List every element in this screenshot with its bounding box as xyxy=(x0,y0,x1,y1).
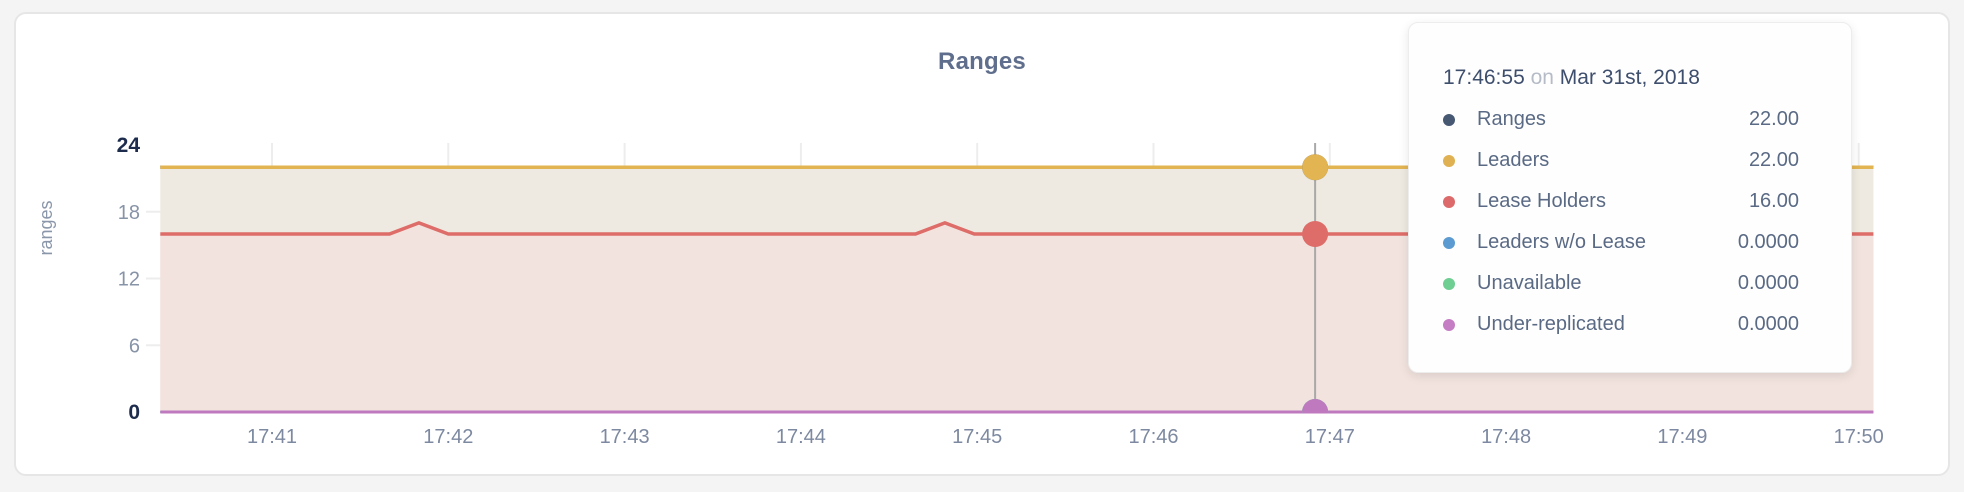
legend-label: Unavailable xyxy=(1477,272,1582,294)
legend-dot-leaders-w-o-lease xyxy=(1443,236,1455,249)
x-tick-label: 17:49 xyxy=(1657,426,1707,448)
tooltip-connector: on xyxy=(1530,66,1554,89)
legend-value: 0.0000 xyxy=(1737,272,1799,294)
legend-label: Ranges xyxy=(1477,108,1546,130)
y-tick-label: 0 xyxy=(128,401,140,424)
x-tick-label: 17:47 xyxy=(1305,426,1355,448)
x-tick-label: 17:46 xyxy=(1128,426,1178,448)
x-tick-label: 17:48 xyxy=(1481,426,1531,448)
tooltip-row: Ranges 22.00 xyxy=(1443,99,1799,140)
hover-dot-under-replicated xyxy=(1302,399,1329,414)
series-line-lease-holders xyxy=(160,221,1874,236)
legend-dot-ranges xyxy=(1443,113,1455,126)
tooltip-row: Unavailable 0.0000 xyxy=(1443,263,1799,304)
hover-dot-lease-holders xyxy=(1302,221,1329,247)
chart-title: Ranges xyxy=(938,48,1026,75)
tooltip-row: Under-replicated 0.0000 xyxy=(1443,304,1799,345)
legend-dot-unavailable xyxy=(1443,277,1455,290)
legend-label: Lease Holders xyxy=(1477,190,1606,212)
legend-label: Leaders w/o Lease xyxy=(1477,231,1647,253)
tooltip-row: Leaders 22.00 xyxy=(1443,140,1799,181)
x-tick-label: 17:42 xyxy=(423,426,473,448)
x-tick-label: 17:44 xyxy=(776,426,826,448)
legend-value: 22.00 xyxy=(1748,149,1799,171)
legend-dot-lease-holders xyxy=(1443,195,1455,208)
legend-dot-under-replicated xyxy=(1443,318,1455,331)
legend-value: 16.00 xyxy=(1748,190,1799,212)
legend-label: Under-replicated xyxy=(1477,313,1625,335)
x-tick-label: 17:45 xyxy=(952,426,1002,448)
y-axis-label: ranges xyxy=(36,200,56,255)
x-tick-label: 17:50 xyxy=(1834,426,1884,448)
legend-value: 0.0000 xyxy=(1737,231,1799,253)
legend-dot-leaders xyxy=(1443,154,1455,167)
hover-dot-leaders xyxy=(1302,154,1329,181)
tooltip-legend: Ranges 22.00 Leaders 22.00 Lease Holders… xyxy=(1443,99,1799,345)
x-tick-label: 17:41 xyxy=(247,426,297,448)
legend-value: 22.00 xyxy=(1748,108,1799,130)
legend-value: 0.0000 xyxy=(1737,313,1799,335)
y-tick-label: 18 xyxy=(118,202,140,224)
tooltip-row: Lease Holders 16.00 xyxy=(1443,181,1799,222)
tooltip-row: Leaders w/o Lease 0.0000 xyxy=(1443,222,1799,263)
tooltip-timestamp: 17:46:55 on Mar 31st, 2018 xyxy=(1443,63,1799,93)
x-tick-label: 17:43 xyxy=(600,426,650,448)
tooltip-date: Mar 31st, 2018 xyxy=(1559,66,1700,89)
y-tick-label: 24 xyxy=(117,134,141,157)
legend-label: Leaders xyxy=(1477,149,1550,171)
y-tick-label: 6 xyxy=(129,335,140,357)
hover-dots xyxy=(1302,154,1329,414)
hover-tooltip: 17:46:55 on Mar 31st, 2018 Ranges 22.00 … xyxy=(1408,22,1852,373)
tooltip-time: 17:46:55 xyxy=(1443,66,1525,89)
y-tick-label: 12 xyxy=(118,269,140,291)
